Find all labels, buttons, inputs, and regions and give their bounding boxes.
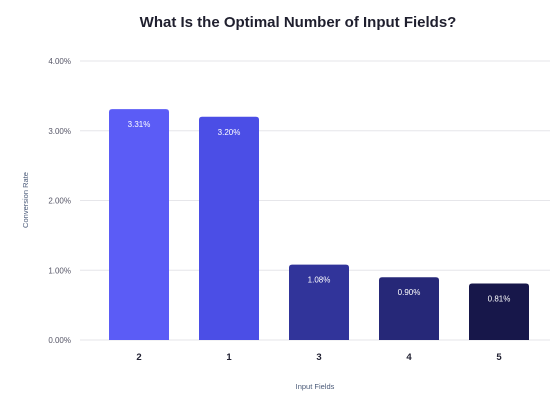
- y-axis-ticks: 0.00% 1.00% 2.00% 3.00% 4.00%: [48, 57, 71, 345]
- x-tick-label: 2: [136, 352, 141, 363]
- bar: [109, 109, 169, 340]
- y-tick-label: 2.00%: [48, 197, 71, 206]
- y-axis-label: Conversion Rate: [21, 172, 30, 228]
- y-tick-label: 3.00%: [48, 127, 71, 136]
- x-tick-label: 3: [316, 352, 321, 363]
- bars: 3.31% 3.20% 1.08% 0.90% 0.81%: [109, 109, 529, 340]
- bar-value-label: 0.81%: [488, 295, 511, 304]
- bar-value-label: 0.90%: [398, 288, 421, 297]
- y-tick-label: 4.00%: [48, 57, 71, 66]
- x-axis-label: Input Fields: [296, 382, 335, 391]
- bar: [379, 277, 439, 340]
- chart-title: What Is the Optimal Number of Input Fiel…: [140, 14, 457, 31]
- x-tick-label: 1: [226, 352, 232, 363]
- bar: [289, 264, 349, 340]
- y-tick-label: 1.00%: [48, 266, 71, 275]
- y-tick-label: 0.00%: [48, 336, 71, 345]
- bar: [469, 283, 529, 340]
- x-tick-label: 5: [496, 352, 502, 363]
- bar-value-label: 1.08%: [308, 276, 331, 285]
- x-axis-ticks: 2 1 3 4 5: [136, 352, 502, 363]
- bar: [199, 116, 259, 340]
- x-tick-label: 4: [406, 352, 412, 363]
- bar-value-label: 3.31%: [128, 120, 151, 129]
- bar-value-label: 3.20%: [218, 128, 241, 137]
